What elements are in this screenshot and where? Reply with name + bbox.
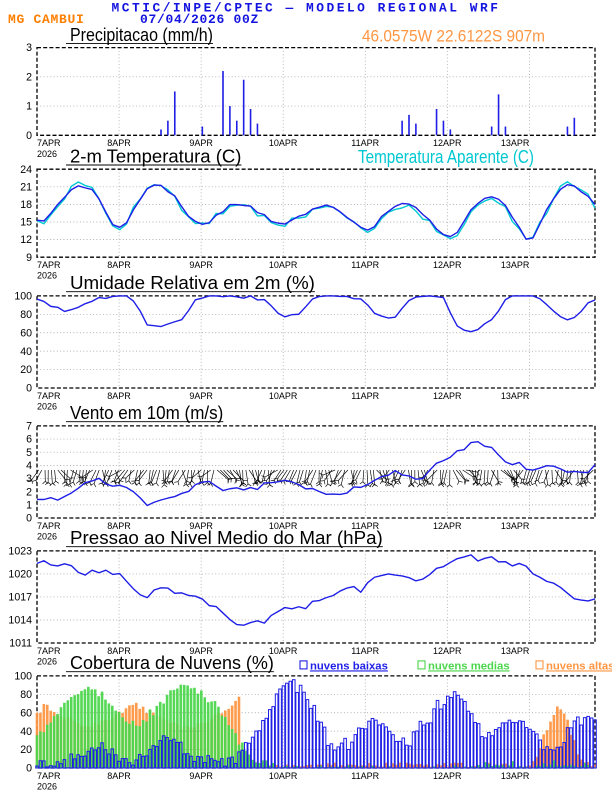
- svg-text:12APR: 12APR: [433, 646, 462, 656]
- svg-text:7APR: 7APR: [37, 771, 61, 781]
- svg-text:13APR: 13APR: [501, 521, 530, 531]
- svg-text:11APR: 11APR: [351, 646, 379, 656]
- svg-text:2: 2: [26, 486, 32, 498]
- svg-text:9APR: 9APR: [189, 260, 213, 270]
- svg-text:9APR: 9APR: [189, 391, 213, 401]
- svg-text:4: 4: [26, 460, 32, 472]
- svg-text:20: 20: [20, 744, 32, 756]
- svg-text:10APR: 10APR: [269, 138, 298, 148]
- svg-text:80: 80: [20, 689, 32, 701]
- svg-text:12APR: 12APR: [433, 260, 462, 270]
- svg-text:2-m Temperatura (C): 2-m Temperatura (C): [70, 146, 241, 166]
- svg-text:0: 0: [26, 130, 32, 142]
- svg-text:7APR: 7APR: [37, 646, 61, 656]
- svg-text:2026: 2026: [37, 532, 57, 542]
- svg-text:7APR: 7APR: [37, 260, 61, 270]
- svg-text:1014: 1014: [8, 615, 32, 627]
- svg-text:46.0575W 22.6122S 907m: 46.0575W 22.6122S 907m: [362, 28, 545, 46]
- svg-text:40: 40: [20, 726, 32, 738]
- svg-text:7: 7: [26, 421, 32, 433]
- svg-text:11APR: 11APR: [351, 391, 379, 401]
- svg-text:nuvens altas: nuvens altas: [546, 660, 612, 672]
- svg-text:11APR: 11APR: [351, 260, 379, 270]
- svg-text:1020: 1020: [8, 569, 32, 581]
- svg-text:60: 60: [20, 707, 32, 719]
- svg-text:40: 40: [20, 346, 32, 358]
- svg-text:6: 6: [26, 434, 32, 446]
- svg-text:8APR: 8APR: [107, 260, 131, 270]
- svg-text:24: 24: [20, 164, 32, 176]
- svg-text:10APR: 10APR: [269, 391, 298, 401]
- svg-text:8APR: 8APR: [107, 771, 131, 781]
- svg-text:7APR: 7APR: [37, 521, 61, 531]
- svg-text:2026: 2026: [37, 782, 57, 792]
- svg-text:20: 20: [20, 364, 32, 376]
- svg-text:13APR: 13APR: [501, 391, 530, 401]
- svg-text:2026: 2026: [37, 657, 57, 667]
- svg-text:1011: 1011: [9, 638, 32, 650]
- svg-text:12APR: 12APR: [433, 391, 462, 401]
- svg-text:2026: 2026: [37, 402, 57, 412]
- svg-text:3: 3: [26, 42, 32, 54]
- svg-text:1: 1: [26, 101, 32, 113]
- svg-text:21: 21: [20, 181, 32, 193]
- svg-text:7APR: 7APR: [37, 391, 61, 401]
- svg-text:Precipitacao (mm/h): Precipitacao (mm/h): [70, 25, 213, 45]
- svg-text:Umidade Relativa em 2m (%): Umidade Relativa em 2m (%): [70, 273, 315, 293]
- svg-text:0: 0: [26, 383, 32, 395]
- svg-text:60: 60: [20, 327, 32, 339]
- svg-text:100: 100: [14, 291, 32, 303]
- svg-text:100: 100: [14, 671, 32, 683]
- svg-text:Temperatura Aparente (C): Temperatura Aparente (C): [358, 147, 534, 167]
- svg-text:12: 12: [20, 234, 32, 246]
- svg-text:2026: 2026: [37, 149, 57, 159]
- svg-text:nuvens medias: nuvens medias: [428, 660, 510, 672]
- svg-text:10APR: 10APR: [269, 260, 298, 270]
- svg-text:80: 80: [20, 309, 32, 321]
- svg-text:5: 5: [26, 447, 32, 459]
- svg-text:13APR: 13APR: [501, 646, 530, 656]
- svg-text:3: 3: [26, 473, 32, 485]
- svg-text:1023: 1023: [8, 546, 32, 558]
- svg-text:9APR: 9APR: [189, 771, 213, 781]
- svg-text:9: 9: [26, 252, 32, 264]
- svg-text:1: 1: [26, 499, 32, 511]
- svg-text:nuvens baixas: nuvens baixas: [310, 660, 388, 672]
- svg-text:1017: 1017: [8, 592, 32, 604]
- svg-text:13APR: 13APR: [501, 260, 530, 270]
- svg-text:10APR: 10APR: [269, 771, 298, 781]
- svg-text:7APR: 7APR: [37, 138, 61, 148]
- svg-text:13APR: 13APR: [501, 771, 530, 781]
- svg-text:12APR: 12APR: [433, 771, 462, 781]
- svg-text:0: 0: [26, 763, 32, 775]
- svg-text:Vento em 10m (m/s): Vento em 10m (m/s): [70, 403, 223, 423]
- svg-text:11APR: 11APR: [351, 771, 379, 781]
- svg-text:15: 15: [20, 217, 32, 229]
- svg-text:2026: 2026: [37, 271, 57, 281]
- svg-text:Pressao ao Nivel Medio do Mar: Pressao ao Nivel Medio do Mar (hPa): [70, 528, 383, 548]
- svg-text:8APR: 8APR: [107, 391, 131, 401]
- svg-text:12APR: 12APR: [433, 521, 462, 531]
- svg-text:0: 0: [26, 513, 32, 525]
- svg-text:Cobertura de Nuvens (%): Cobertura de Nuvens (%): [70, 653, 274, 673]
- svg-text:2: 2: [26, 71, 32, 83]
- svg-text:18: 18: [20, 199, 32, 211]
